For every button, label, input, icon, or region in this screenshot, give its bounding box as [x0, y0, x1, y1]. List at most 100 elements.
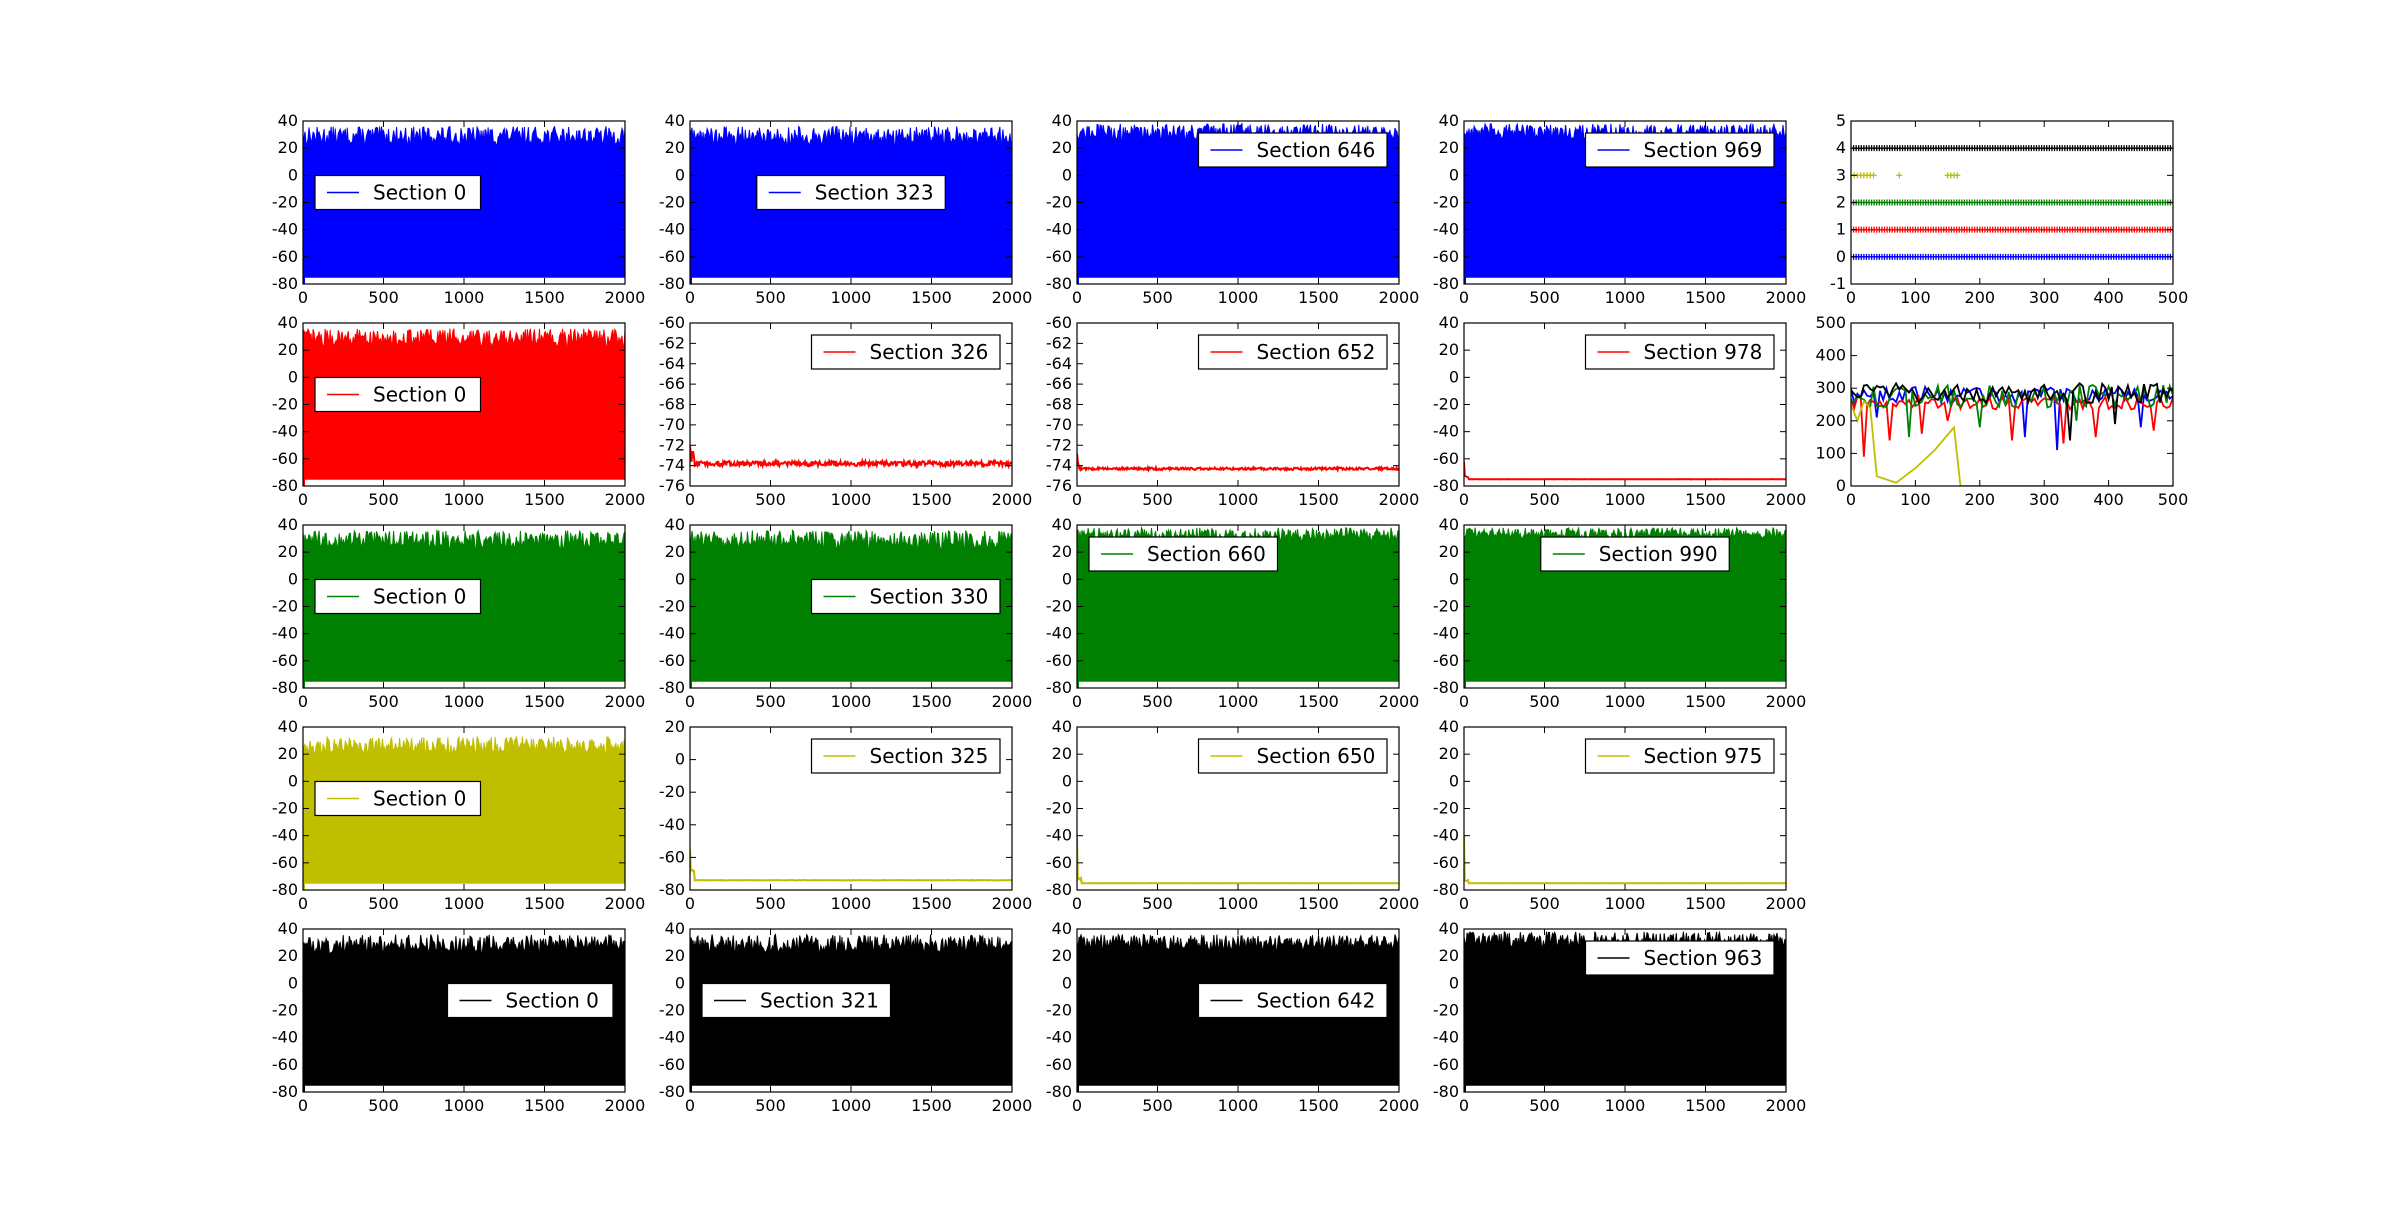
y-tick-label: 20 — [1439, 138, 1459, 157]
y-tick-label: 20 — [1052, 744, 1072, 763]
y-tick-label: -80 — [1433, 880, 1459, 899]
y-tick-label: -20 — [1433, 395, 1459, 414]
x-tick-label: 500 — [1142, 288, 1173, 307]
y-tick-label: -60 — [1046, 651, 1072, 670]
legend-label: Section 325 — [870, 744, 989, 768]
y-tick-label: -40 — [1046, 220, 1072, 239]
x-tick-label: 0 — [1459, 894, 1469, 913]
y-tick-label: 40 — [1052, 111, 1072, 130]
x-tick-label: 1000 — [1605, 490, 1646, 509]
y-tick-label: -20 — [659, 1001, 685, 1020]
legend: Section 325 — [810, 738, 1001, 774]
x-tick-label: 1500 — [911, 490, 952, 509]
legend: Section 978 — [1584, 334, 1775, 370]
y-tick-label: -20 — [272, 597, 298, 616]
x-tick-label: 1000 — [1605, 1096, 1646, 1115]
x-tick-label: 300 — [2029, 288, 2060, 307]
legend-label: Section 323 — [815, 181, 934, 205]
y-tick-label: 40 — [1439, 313, 1459, 332]
y-tick-label: 40 — [278, 717, 298, 736]
x-tick-label: 0 — [1072, 288, 1082, 307]
x-tick-label: 500 — [755, 288, 786, 307]
y-tick-label: 20 — [1439, 340, 1459, 359]
series-line — [1851, 393, 2173, 457]
y-tick-label: -60 — [1433, 651, 1459, 670]
x-tick-label: 2000 — [605, 288, 646, 307]
x-tick-label: 1000 — [444, 288, 485, 307]
series-line — [1851, 381, 2173, 441]
x-tick-label: 0 — [1072, 490, 1082, 509]
y-tick-label: 100 — [1815, 443, 1846, 462]
x-tick-label: 2000 — [992, 288, 1033, 307]
x-tick-label: 2000 — [1766, 1096, 1807, 1115]
plot-data — [1851, 145, 2173, 260]
legend: Section 969 — [1584, 132, 1775, 168]
y-tick-label: -20 — [272, 193, 298, 212]
legend: Section 326 — [810, 334, 1001, 370]
y-tick-label: 0 — [288, 569, 298, 588]
series-line — [1851, 382, 2173, 438]
signal-dip — [303, 1085, 305, 1092]
legend-label: Section 321 — [760, 989, 879, 1013]
y-tick-label: -40 — [1433, 826, 1459, 845]
y-tick-label: -40 — [659, 624, 685, 643]
legend-label: Section 660 — [1147, 542, 1266, 566]
y-tick-label: -20 — [659, 193, 685, 212]
x-tick-label: 0 — [685, 288, 695, 307]
x-tick-label: 2000 — [1379, 490, 1420, 509]
x-tick-label: 1500 — [1685, 288, 1726, 307]
x-tick-label: 100 — [1900, 490, 1931, 509]
x-tick-label: 1000 — [1218, 490, 1259, 509]
y-tick-label: -40 — [272, 624, 298, 643]
y-tick-label: -20 — [659, 597, 685, 616]
y-tick-label: -20 — [272, 1001, 298, 1020]
legend: Section 652 — [1197, 334, 1388, 370]
x-tick-label: 1500 — [911, 288, 952, 307]
x-tick-label: 500 — [1529, 894, 1560, 913]
subplot-r3-c1: 0 500 1000 1500 2000 -80 -60 -40 -20 0 20 Section 3… — [659, 717, 1033, 913]
legend: Section 975 — [1584, 738, 1775, 774]
y-tick-label: -20 — [1046, 597, 1072, 616]
y-tick-label: -60 — [659, 847, 685, 866]
y-tick-label: -62 — [659, 333, 685, 352]
scatter-point — [1954, 172, 1961, 179]
x-tick-label: 0 — [298, 1096, 308, 1115]
legend: Section 963 — [1584, 940, 1775, 976]
y-tick-label: -72 — [1046, 435, 1072, 454]
x-tick-label: 0 — [1072, 692, 1082, 711]
y-tick-label: -80 — [659, 880, 685, 899]
y-tick-label: 0 — [675, 973, 685, 992]
y-tick-label: 3 — [1836, 165, 1846, 184]
x-tick-label: 1500 — [524, 894, 565, 913]
y-tick-label: -20 — [1046, 1001, 1072, 1020]
y-tick-label: -60 — [1046, 247, 1072, 266]
y-tick-label: 40 — [278, 313, 298, 332]
signal-dip — [1464, 681, 1466, 688]
y-tick-label: 500 — [1815, 313, 1846, 332]
y-tick-label: 300 — [1815, 378, 1846, 397]
y-tick-label: -80 — [1046, 880, 1072, 899]
y-tick-label: 0 — [675, 750, 685, 769]
y-tick-label: 40 — [1052, 717, 1072, 736]
y-tick-label: -80 — [1046, 274, 1072, 293]
subplot-r1-c1: 0 500 1000 1500 2000 -76-74 -72-70-68 -66-64 -62… — [659, 313, 1033, 509]
y-tick-label: 40 — [1439, 515, 1459, 534]
x-tick-label: 2000 — [992, 1096, 1033, 1115]
subplot-r4-c3: 0 500 1000 1500 2000 -80 -60 -40 -20 0 20 40 Section… — [1433, 919, 1807, 1115]
signal-line — [1077, 835, 1399, 885]
x-tick-label: 100 — [1900, 288, 1931, 307]
y-tick-label: 20 — [278, 744, 298, 763]
subplot-r3-c2: 0 500 1000 1500 2000 -80 -60 -40 -20 0 20 40 Section… — [1046, 717, 1420, 913]
y-tick-label: -80 — [272, 274, 298, 293]
y-tick-label: -70 — [659, 415, 685, 434]
y-tick-label: 4 — [1836, 138, 1846, 157]
y-tick-label: 2 — [1836, 193, 1846, 212]
y-tick-label: 40 — [1439, 919, 1459, 938]
signal-line — [1077, 453, 1399, 474]
signal-dip — [303, 883, 305, 890]
y-tick-label: 0 — [1449, 771, 1459, 790]
legend: Section 0 — [314, 780, 482, 817]
plot-data — [690, 445, 1012, 470]
y-tick-label: 20 — [1439, 542, 1459, 561]
x-tick-label: 1000 — [444, 894, 485, 913]
